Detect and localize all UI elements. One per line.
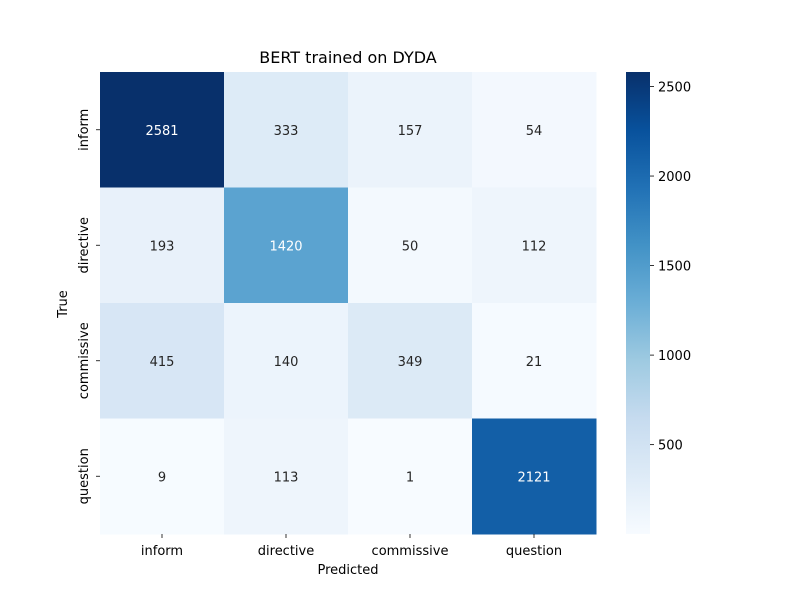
heatmap-cell — [224, 303, 349, 419]
chart-title: BERT trained on DYDA — [259, 48, 437, 67]
cell-value-label: 50 — [402, 239, 419, 254]
y-axis-label: True — [56, 290, 71, 319]
colorbar: 500 1000 1500 2000 2500 — [626, 72, 691, 534]
cell-value-label: 9 — [158, 470, 166, 485]
heatmap-cell — [224, 187, 349, 304]
cell-value-label: 112 — [522, 239, 547, 254]
x-tick-label: inform — [141, 544, 183, 559]
colorbar-tick-label: 1000 — [658, 349, 691, 364]
heatmap-cell — [348, 72, 473, 188]
heatmap-cell — [224, 418, 349, 535]
heatmap-cell — [472, 418, 597, 535]
heatmap-cell — [224, 72, 349, 188]
cell-value-label: 2581 — [145, 124, 178, 139]
heatmap-cell — [472, 187, 597, 304]
colorbar-gradient — [626, 72, 650, 534]
y-tick-label: commissive — [77, 322, 92, 399]
heatmap-cell — [348, 418, 473, 535]
cell-value-label: 113 — [274, 470, 299, 485]
cell-value-label: 193 — [150, 239, 175, 254]
colorbar-tick-label: 2000 — [658, 170, 691, 185]
heatmap-cell — [472, 72, 597, 188]
cell-value-label: 1420 — [269, 239, 302, 254]
heatmap-cells: 2581 333 157 54 193 1420 50 112 415 140 349 21 9 113 1… — [100, 72, 597, 535]
cell-value-label: 349 — [398, 355, 423, 370]
colorbar-tick-label: 500 — [658, 439, 683, 454]
cell-value-label: 21 — [526, 355, 543, 370]
cell-value-label: 415 — [150, 355, 175, 370]
cell-value-label: 1 — [406, 470, 414, 485]
x-tick-label: question — [506, 544, 562, 559]
x-tick-label: directive — [258, 544, 314, 559]
heatmap-cell — [348, 187, 473, 304]
heatmap-cell — [348, 303, 473, 419]
y-axis: inform directive commissive question — [77, 109, 100, 504]
cell-value-label: 140 — [274, 355, 299, 370]
x-tick-label: commissive — [372, 544, 449, 559]
cell-value-label: 2121 — [517, 470, 550, 485]
colorbar-tick-label: 2500 — [658, 81, 691, 96]
heatmap-cell — [100, 418, 225, 535]
y-tick-label: directive — [77, 217, 92, 273]
x-axis-label: Predicted — [317, 563, 378, 578]
heatmap-cell — [472, 303, 597, 419]
y-tick-label: inform — [77, 109, 92, 151]
y-tick-label: question — [77, 448, 92, 504]
heatmap-cell — [100, 303, 225, 419]
heatmap-cell — [100, 72, 225, 188]
heatmap-cell — [100, 187, 225, 304]
x-axis: inform directive commissive question — [141, 534, 562, 559]
cell-value-label: 333 — [274, 124, 299, 139]
colorbar-tick-label: 1500 — [658, 260, 691, 275]
cell-value-label: 54 — [526, 124, 543, 139]
cell-value-label: 157 — [398, 124, 423, 139]
